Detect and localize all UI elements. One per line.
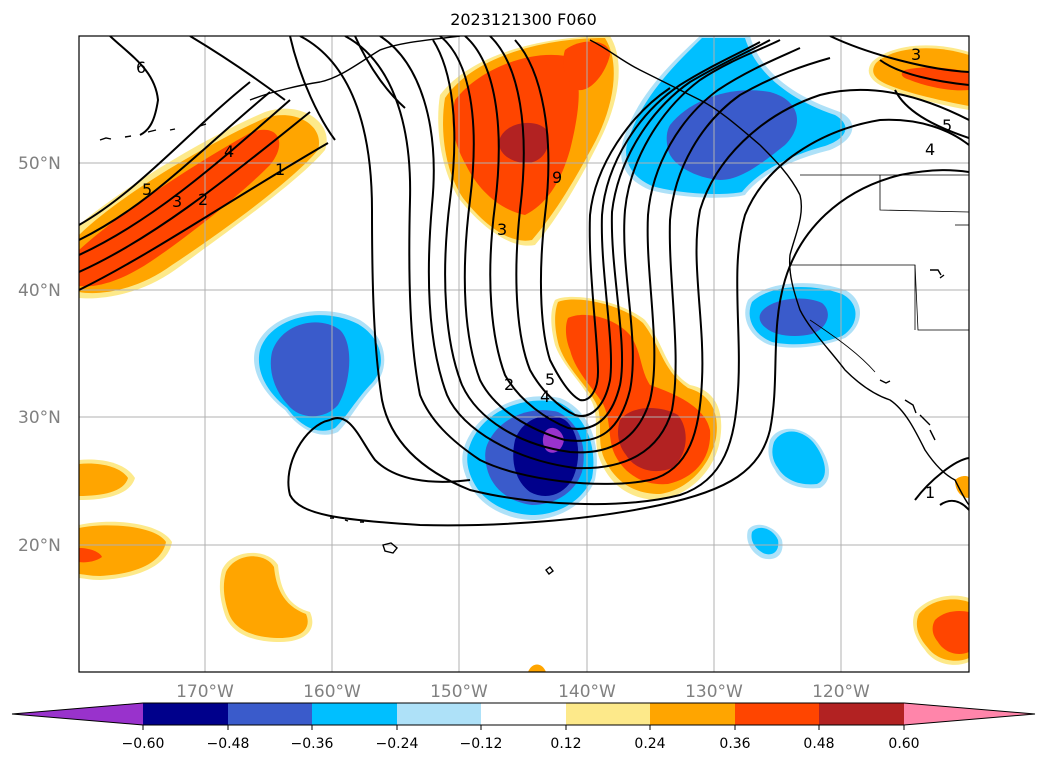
lat-label-30n: 30°N bbox=[18, 408, 61, 428]
contour-label: 4 bbox=[540, 387, 550, 406]
lon-label-170w: 170°W bbox=[176, 682, 234, 702]
colorbar-tick-label: −0.24 bbox=[376, 736, 419, 752]
colorbar-segment bbox=[481, 703, 566, 725]
colorbar-segment bbox=[397, 703, 481, 725]
contour-label: 3 bbox=[497, 220, 507, 239]
lon-label-150w: 150°W bbox=[430, 682, 488, 702]
colorbar-tick-marks bbox=[142, 725, 905, 730]
contour-label: 5 bbox=[142, 180, 152, 199]
lat-label-20n: 20°N bbox=[18, 536, 61, 556]
colorbar-extend-right bbox=[904, 703, 1035, 725]
contour-label: 4 bbox=[925, 140, 935, 159]
colorbar-tick-label: 0.24 bbox=[634, 736, 665, 752]
colorbar-segment bbox=[819, 703, 904, 725]
contour-label: 1 bbox=[275, 160, 285, 179]
lat-label-40n: 40°N bbox=[18, 281, 61, 301]
contour-labels: 6 5 4 3 2 1 3 9 2 5 4 3 5 4 1 bbox=[136, 45, 952, 502]
colorbar-segment bbox=[650, 703, 735, 725]
colorbar-tick-label: 0.48 bbox=[803, 736, 834, 752]
contour-label: 5 bbox=[545, 370, 555, 389]
lat-label-50n: 50°N bbox=[18, 154, 61, 174]
colorbar-tick-label: 0.36 bbox=[719, 736, 750, 752]
colorbar-segment bbox=[735, 703, 819, 725]
colorbar-segment bbox=[228, 703, 312, 725]
plot-frame bbox=[78, 35, 970, 673]
contour-label: 1 bbox=[925, 483, 935, 502]
contour-label: 2 bbox=[504, 375, 514, 394]
colorbar: −0.60 −0.48 −0.36 −0.24 −0.12 0.12 0.24 … bbox=[11, 702, 1036, 752]
contour-label: 9 bbox=[552, 168, 562, 187]
contour-label: 3 bbox=[172, 192, 182, 211]
colorbar-tick-label: −0.48 bbox=[207, 736, 250, 752]
contour-lines bbox=[79, 36, 969, 527]
contour-label: 3 bbox=[911, 45, 921, 64]
lat-labels: 50°N 40°N 30°N 20°N bbox=[18, 154, 61, 556]
lon-label-160w: 160°W bbox=[303, 682, 361, 702]
colorbar-tick-label: 0.12 bbox=[550, 736, 581, 752]
lon-labels: 170°W 160°W 150°W 140°W 130°W 120°W bbox=[176, 682, 870, 702]
colorbar-extend-left bbox=[12, 703, 143, 725]
borders bbox=[790, 174, 969, 373]
coastlines bbox=[99, 36, 969, 575]
shaded-field bbox=[79, 36, 969, 672]
colorbar-tick-label: −0.36 bbox=[291, 736, 334, 752]
contour-label: 5 bbox=[942, 116, 952, 135]
map-title: 2023121300 F060 bbox=[450, 10, 597, 29]
contour-label: 6 bbox=[136, 58, 146, 77]
colorbar-tick-label: 0.60 bbox=[888, 736, 919, 752]
lon-label-120w: 120°W bbox=[812, 682, 870, 702]
colorbar-segment bbox=[312, 703, 397, 725]
contour-label: 4 bbox=[224, 142, 234, 161]
colorbar-segment bbox=[566, 703, 650, 725]
lon-label-140w: 140°W bbox=[558, 682, 616, 702]
contour-label: 2 bbox=[198, 190, 208, 209]
lon-label-130w: 130°W bbox=[685, 682, 743, 702]
colorbar-segment bbox=[143, 703, 228, 725]
map-plot-area: 6 5 4 3 2 1 3 9 2 5 4 3 5 4 1 bbox=[79, 36, 969, 672]
colorbar-tick-label: −0.12 bbox=[460, 736, 503, 752]
colorbar-tick-label: −0.60 bbox=[122, 736, 165, 752]
